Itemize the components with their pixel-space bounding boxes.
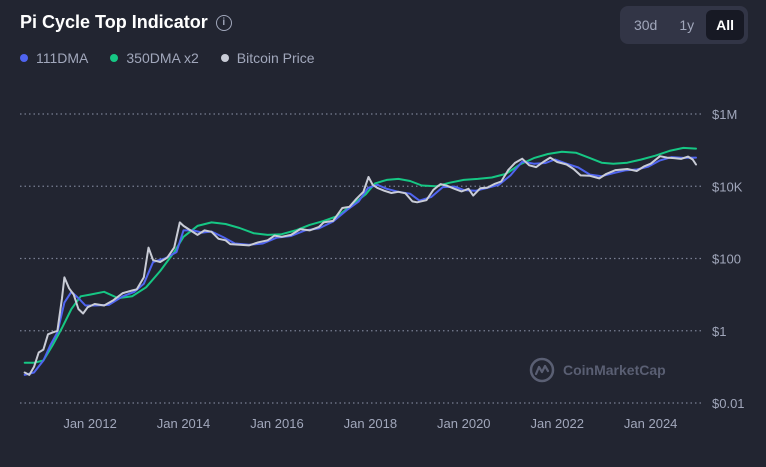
x-tick-label: Jan 2014: [157, 416, 211, 431]
legend-label-bitcoin-price: Bitcoin Price: [236, 50, 315, 66]
watermark-text: CoinMarketCap: [563, 362, 666, 378]
y-tick-label: $10K: [712, 179, 743, 194]
x-tick-label: Jan 2012: [63, 416, 117, 431]
legend-label-350dma: 350DMA x2: [126, 50, 199, 66]
x-tick-label: Jan 2018: [344, 416, 398, 431]
range-button-30d[interactable]: 30d: [633, 17, 658, 33]
legend-dot-350dma: [110, 54, 119, 62]
y-tick-label: $1: [712, 324, 726, 339]
chart-legend: 111DMA 350DMA x2 Bitcoin Price: [20, 50, 315, 66]
legend-item-350dma[interactable]: 350DMA x2: [110, 50, 199, 66]
series-line-111dma[interactable]: [23, 156, 697, 376]
range-button-1y[interactable]: 1y: [679, 17, 695, 33]
y-tick-label: $0.01: [712, 396, 745, 411]
y-tick-label: $100: [712, 252, 741, 267]
y-tick-label: $1M: [712, 107, 737, 122]
range-button-all[interactable]: All: [706, 10, 744, 40]
series-line-350dma-x2[interactable]: [23, 146, 697, 364]
x-tick-label: Jan 2024: [624, 416, 678, 431]
legend-dot-111dma: [20, 54, 28, 62]
watermark: CoinMarketCap: [529, 357, 666, 383]
x-tick-label: Jan 2022: [530, 416, 584, 431]
legend-dot-bitcoin-price: [220, 54, 229, 62]
page-title: Pi Cycle Top Indicator: [20, 12, 208, 32]
x-tick-label: Jan 2020: [437, 416, 491, 431]
legend-label-111dma: 111DMA: [36, 50, 89, 66]
info-icon[interactable]: i: [215, 14, 232, 31]
title-row: Pi Cycle Top Indicator i: [20, 12, 232, 33]
x-tick-label: Jan 2016: [250, 416, 304, 431]
range-selector: 30d 1y All: [619, 6, 748, 44]
legend-item-bitcoin-price[interactable]: Bitcoin Price: [220, 50, 315, 66]
legend-item-111dma[interactable]: 111DMA: [20, 50, 88, 66]
coinmarketcap-logo-icon: [529, 357, 555, 383]
series-line-bitcoin-price[interactable]: [23, 155, 697, 376]
